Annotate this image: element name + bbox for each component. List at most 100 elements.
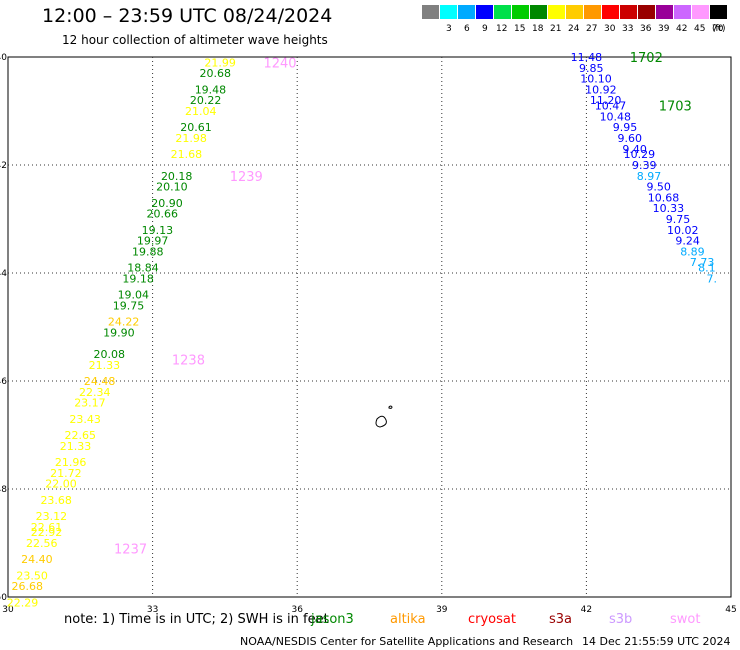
footer-credit: NOAA/NESDIS Center for Satellite Applica… xyxy=(240,635,574,648)
legend-label: 39 xyxy=(658,24,670,34)
pass-number-label: 1237 xyxy=(114,542,147,557)
legend-swatch xyxy=(512,5,529,19)
legend-swatch xyxy=(656,5,673,19)
wave-height-value: 19.18 xyxy=(122,272,154,285)
legend-swatch xyxy=(476,5,493,19)
wave-height-value: 20.61 xyxy=(180,121,212,134)
wave-height-value: 21.99 xyxy=(204,56,236,69)
wave-height-value: 19.97 xyxy=(137,235,169,248)
wave-height-value: 22.00 xyxy=(45,478,77,491)
x-tick-label: 45 xyxy=(725,605,736,615)
legend-swatch xyxy=(458,5,475,19)
legend-swatch xyxy=(620,5,637,19)
pass-number-label: 1703 xyxy=(659,100,692,115)
island-outline xyxy=(375,415,387,428)
wave-height-value: 22.29 xyxy=(7,596,39,609)
wave-height-value: 10.02 xyxy=(667,224,699,237)
wave-height-value: 23.68 xyxy=(40,494,72,507)
wave-height-value: 20.10 xyxy=(156,181,188,194)
wave-height-value: 20.18 xyxy=(161,170,193,183)
wave-height-value: 23.17 xyxy=(74,397,106,410)
wave-height-value: 10.29 xyxy=(624,148,656,161)
wave-height-value: 20.22 xyxy=(190,94,222,107)
legend-swatch xyxy=(530,5,547,19)
wave-height-value: 19.90 xyxy=(103,326,135,339)
wave-height-value: 22.65 xyxy=(65,429,97,442)
wave-height-value: 21.04 xyxy=(185,105,217,118)
legend-label: 42 xyxy=(676,24,688,34)
legend-label: 18 xyxy=(532,24,544,34)
legend-label: 24 xyxy=(568,24,580,34)
pass-number-label: 1702 xyxy=(630,51,663,66)
page-subtitle: 12 hour collection of altimeter wave hei… xyxy=(62,33,328,47)
x-tick-label: 30 xyxy=(2,605,14,615)
legend-label: 6 xyxy=(464,24,470,34)
wave-height-value: 9.24 xyxy=(675,235,700,248)
satellite-label: s3b xyxy=(609,612,633,627)
x-tick-label: 39 xyxy=(436,605,448,615)
x-tick-label: 42 xyxy=(581,605,592,615)
wave-height-value: 22.34 xyxy=(79,386,111,399)
wave-height-value: 24.22 xyxy=(108,316,140,329)
y-tick-label: -46 xyxy=(0,377,7,387)
wave-height-value: 10.48 xyxy=(600,110,632,123)
wave-height-value: 21.72 xyxy=(50,467,82,480)
wave-height-value: 21.68 xyxy=(171,148,203,161)
legend-label: 33 xyxy=(622,24,634,34)
legend-swatch xyxy=(710,5,727,19)
legend-label: 70 xyxy=(712,24,724,34)
wave-height-value: 22.92 xyxy=(31,526,63,539)
wave-height-value: 22.61 xyxy=(31,521,63,534)
wave-height-value: 22.56 xyxy=(26,537,58,550)
legend-label: 3 xyxy=(446,24,452,34)
wave-height-value: 20.08 xyxy=(93,348,125,361)
wave-height-value: 10.10 xyxy=(580,73,612,86)
wave-height-value: 9.95 xyxy=(613,121,638,134)
wave-height-value: 8.97 xyxy=(637,170,662,183)
legend-swatch xyxy=(602,5,619,19)
wave-height-value: 10.92 xyxy=(585,83,617,96)
wave-height-value: 23.12 xyxy=(36,510,68,523)
wave-height-value: 20.66 xyxy=(146,208,178,221)
wave-height-value: 9.50 xyxy=(646,181,671,194)
legend-unit: (ft) xyxy=(712,24,726,34)
satellite-label: s3a xyxy=(549,612,573,627)
wave-height-value: 21.98 xyxy=(175,132,207,145)
legend-label: 45 xyxy=(694,24,706,34)
x-tick-label: 36 xyxy=(291,605,303,615)
wave-height-value: 9.60 xyxy=(618,132,643,145)
y-tick-label: -44 xyxy=(0,269,7,279)
wave-height-value: 21.96 xyxy=(55,456,87,469)
satellite-label: altika xyxy=(390,612,426,627)
legend-label: 27 xyxy=(586,24,598,34)
y-tick-label: -42 xyxy=(0,161,7,171)
wave-height-value: 9.39 xyxy=(632,159,657,172)
legend-swatch xyxy=(422,5,439,19)
wave-height-value: 21.33 xyxy=(60,440,92,453)
islet-outline xyxy=(388,405,393,409)
wave-height-value: 11.20 xyxy=(590,94,622,107)
note-text: note: 1) Time is in UTC; 2) SWH is in fe… xyxy=(64,612,329,627)
legend-swatch xyxy=(674,5,691,19)
wave-height-value: 24.40 xyxy=(21,553,53,566)
wave-height-value: 8.89 xyxy=(680,245,705,258)
legend-label: 15 xyxy=(514,24,526,34)
wave-height-value: 19.04 xyxy=(118,289,150,302)
wave-height-value: 23.50 xyxy=(16,569,48,582)
y-tick-label: -48 xyxy=(0,485,7,495)
wave-height-value: 10.33 xyxy=(653,202,685,215)
wave-height-value: 18.84 xyxy=(127,262,159,275)
legend-swatch xyxy=(548,5,565,19)
pass-number-label: 1238 xyxy=(172,353,205,368)
wave-height-value: 7. xyxy=(706,272,717,285)
wave-height-value: 20.90 xyxy=(151,197,183,210)
legend-swatch xyxy=(638,5,655,19)
pass-number-label: 1239 xyxy=(230,170,263,185)
wave-height-value: 19.13 xyxy=(142,224,174,237)
legend-swatch xyxy=(566,5,583,19)
page-title: 12:00 – 23:59 UTC 08/24/2024 xyxy=(42,5,333,27)
wave-height-value: 9.40 xyxy=(622,143,647,156)
satellite-label: jason3 xyxy=(311,612,354,627)
wave-height-value: 9.75 xyxy=(666,213,691,226)
